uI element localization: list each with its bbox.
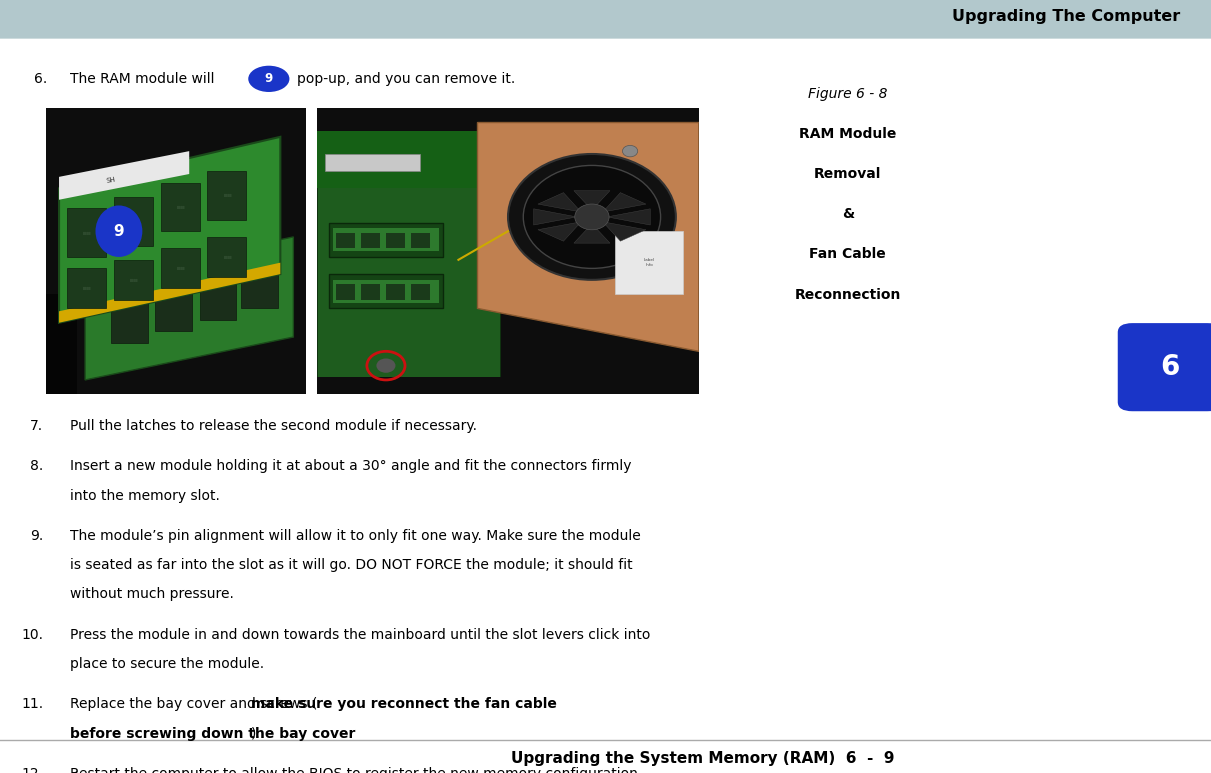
FancyBboxPatch shape [161, 248, 200, 288]
FancyBboxPatch shape [361, 284, 380, 300]
Text: ████: ████ [82, 287, 91, 291]
Circle shape [509, 154, 676, 280]
Circle shape [377, 359, 396, 373]
Text: ████: ████ [223, 255, 231, 259]
Polygon shape [574, 191, 610, 210]
Circle shape [622, 231, 638, 243]
Circle shape [248, 66, 289, 92]
FancyBboxPatch shape [325, 154, 420, 171]
FancyBboxPatch shape [317, 137, 500, 380]
Polygon shape [538, 222, 581, 241]
Text: Reconnection: Reconnection [794, 288, 901, 301]
Polygon shape [59, 151, 189, 199]
FancyBboxPatch shape [386, 233, 404, 248]
Polygon shape [603, 222, 645, 241]
Text: 10.: 10. [22, 628, 44, 642]
Text: ).: ). [251, 727, 260, 741]
Text: ████: ████ [176, 267, 184, 271]
Circle shape [523, 165, 660, 268]
Text: 8.: 8. [30, 459, 44, 473]
Text: Replace the bay cover and screws (: Replace the bay cover and screws ( [70, 697, 317, 711]
FancyBboxPatch shape [337, 284, 356, 300]
Text: Upgrading The Computer: Upgrading The Computer [953, 9, 1181, 24]
FancyBboxPatch shape [155, 283, 191, 332]
Text: Pull the latches to release the second module if necessary.: Pull the latches to release the second m… [70, 419, 477, 433]
Text: &: & [842, 207, 854, 221]
FancyBboxPatch shape [0, 0, 1211, 39]
Polygon shape [607, 209, 650, 225]
Text: before screwing down the bay cover: before screwing down the bay cover [70, 727, 356, 741]
FancyBboxPatch shape [114, 260, 153, 300]
Circle shape [622, 189, 638, 199]
FancyBboxPatch shape [46, 294, 78, 394]
Text: 6.: 6. [34, 72, 47, 86]
FancyBboxPatch shape [615, 231, 683, 294]
Text: 6: 6 [1160, 353, 1180, 381]
FancyBboxPatch shape [386, 284, 404, 300]
Polygon shape [59, 263, 280, 323]
Text: The module’s pin alignment will allow it to only fit one way. Make sure the modu: The module’s pin alignment will allow it… [70, 529, 641, 543]
Polygon shape [538, 192, 581, 212]
FancyBboxPatch shape [161, 182, 200, 231]
Polygon shape [574, 223, 610, 243]
FancyBboxPatch shape [67, 208, 105, 257]
Text: The RAM module will: The RAM module will [70, 72, 224, 86]
FancyBboxPatch shape [114, 197, 153, 246]
FancyBboxPatch shape [328, 223, 443, 257]
Text: without much pressure.: without much pressure. [70, 587, 234, 601]
Polygon shape [603, 192, 645, 212]
FancyBboxPatch shape [328, 274, 443, 308]
Text: 9: 9 [265, 73, 272, 85]
FancyBboxPatch shape [317, 131, 500, 189]
Polygon shape [534, 209, 576, 225]
Circle shape [96, 206, 143, 257]
Text: ████: ████ [82, 230, 91, 235]
FancyBboxPatch shape [67, 268, 105, 308]
Text: 9.: 9. [30, 529, 44, 543]
FancyBboxPatch shape [333, 228, 440, 251]
Text: pop-up, and you can remove it.: pop-up, and you can remove it. [297, 72, 515, 86]
Text: 12.: 12. [22, 767, 44, 773]
Text: make sure you reconnect the fan cable: make sure you reconnect the fan cable [251, 697, 557, 711]
FancyBboxPatch shape [337, 233, 356, 248]
Text: Insert a new module holding it at about a 30° angle and fit the connectors firml: Insert a new module holding it at about … [70, 459, 632, 473]
FancyBboxPatch shape [361, 233, 380, 248]
FancyBboxPatch shape [111, 294, 148, 342]
Polygon shape [85, 237, 293, 380]
FancyBboxPatch shape [333, 280, 440, 303]
FancyBboxPatch shape [200, 271, 236, 320]
Text: SH: SH [105, 176, 116, 183]
Polygon shape [477, 123, 699, 351]
FancyBboxPatch shape [207, 237, 247, 277]
Text: into the memory slot.: into the memory slot. [70, 489, 220, 502]
Text: Press the module in and down towards the mainboard until the slot levers click i: Press the module in and down towards the… [70, 628, 650, 642]
Text: 11.: 11. [22, 697, 44, 711]
FancyBboxPatch shape [411, 284, 430, 300]
Text: 9: 9 [114, 223, 125, 239]
Circle shape [622, 145, 638, 157]
FancyBboxPatch shape [241, 260, 277, 308]
Text: Restart the computer to allow the BIOS to register the new memory configuration: Restart the computer to allow the BIOS t… [70, 767, 638, 773]
FancyBboxPatch shape [317, 377, 699, 394]
Text: ████: ████ [223, 193, 231, 197]
FancyBboxPatch shape [411, 233, 430, 248]
Circle shape [575, 204, 609, 230]
Polygon shape [59, 137, 280, 323]
Text: Label
Info: Label Info [644, 258, 655, 267]
Text: 7.: 7. [30, 419, 44, 433]
FancyBboxPatch shape [207, 171, 247, 220]
Text: place to secure the module.: place to secure the module. [70, 657, 264, 671]
Text: is seated as far into the slot as it will go. DO NOT FORCE the module; it should: is seated as far into the slot as it wil… [70, 558, 633, 572]
Text: ████: ████ [130, 278, 138, 282]
Text: Fan Cable: Fan Cable [809, 247, 886, 261]
Text: Figure 6 - 8: Figure 6 - 8 [808, 87, 888, 100]
Text: ████: ████ [176, 205, 184, 209]
Text: Upgrading the System Memory (RAM)  6  -  9: Upgrading the System Memory (RAM) 6 - 9 [511, 751, 894, 766]
Text: ████: ████ [130, 220, 138, 223]
FancyBboxPatch shape [46, 108, 306, 394]
Text: Removal: Removal [814, 167, 882, 181]
Text: RAM Module: RAM Module [799, 127, 896, 141]
FancyBboxPatch shape [1118, 323, 1211, 411]
FancyBboxPatch shape [317, 108, 699, 394]
